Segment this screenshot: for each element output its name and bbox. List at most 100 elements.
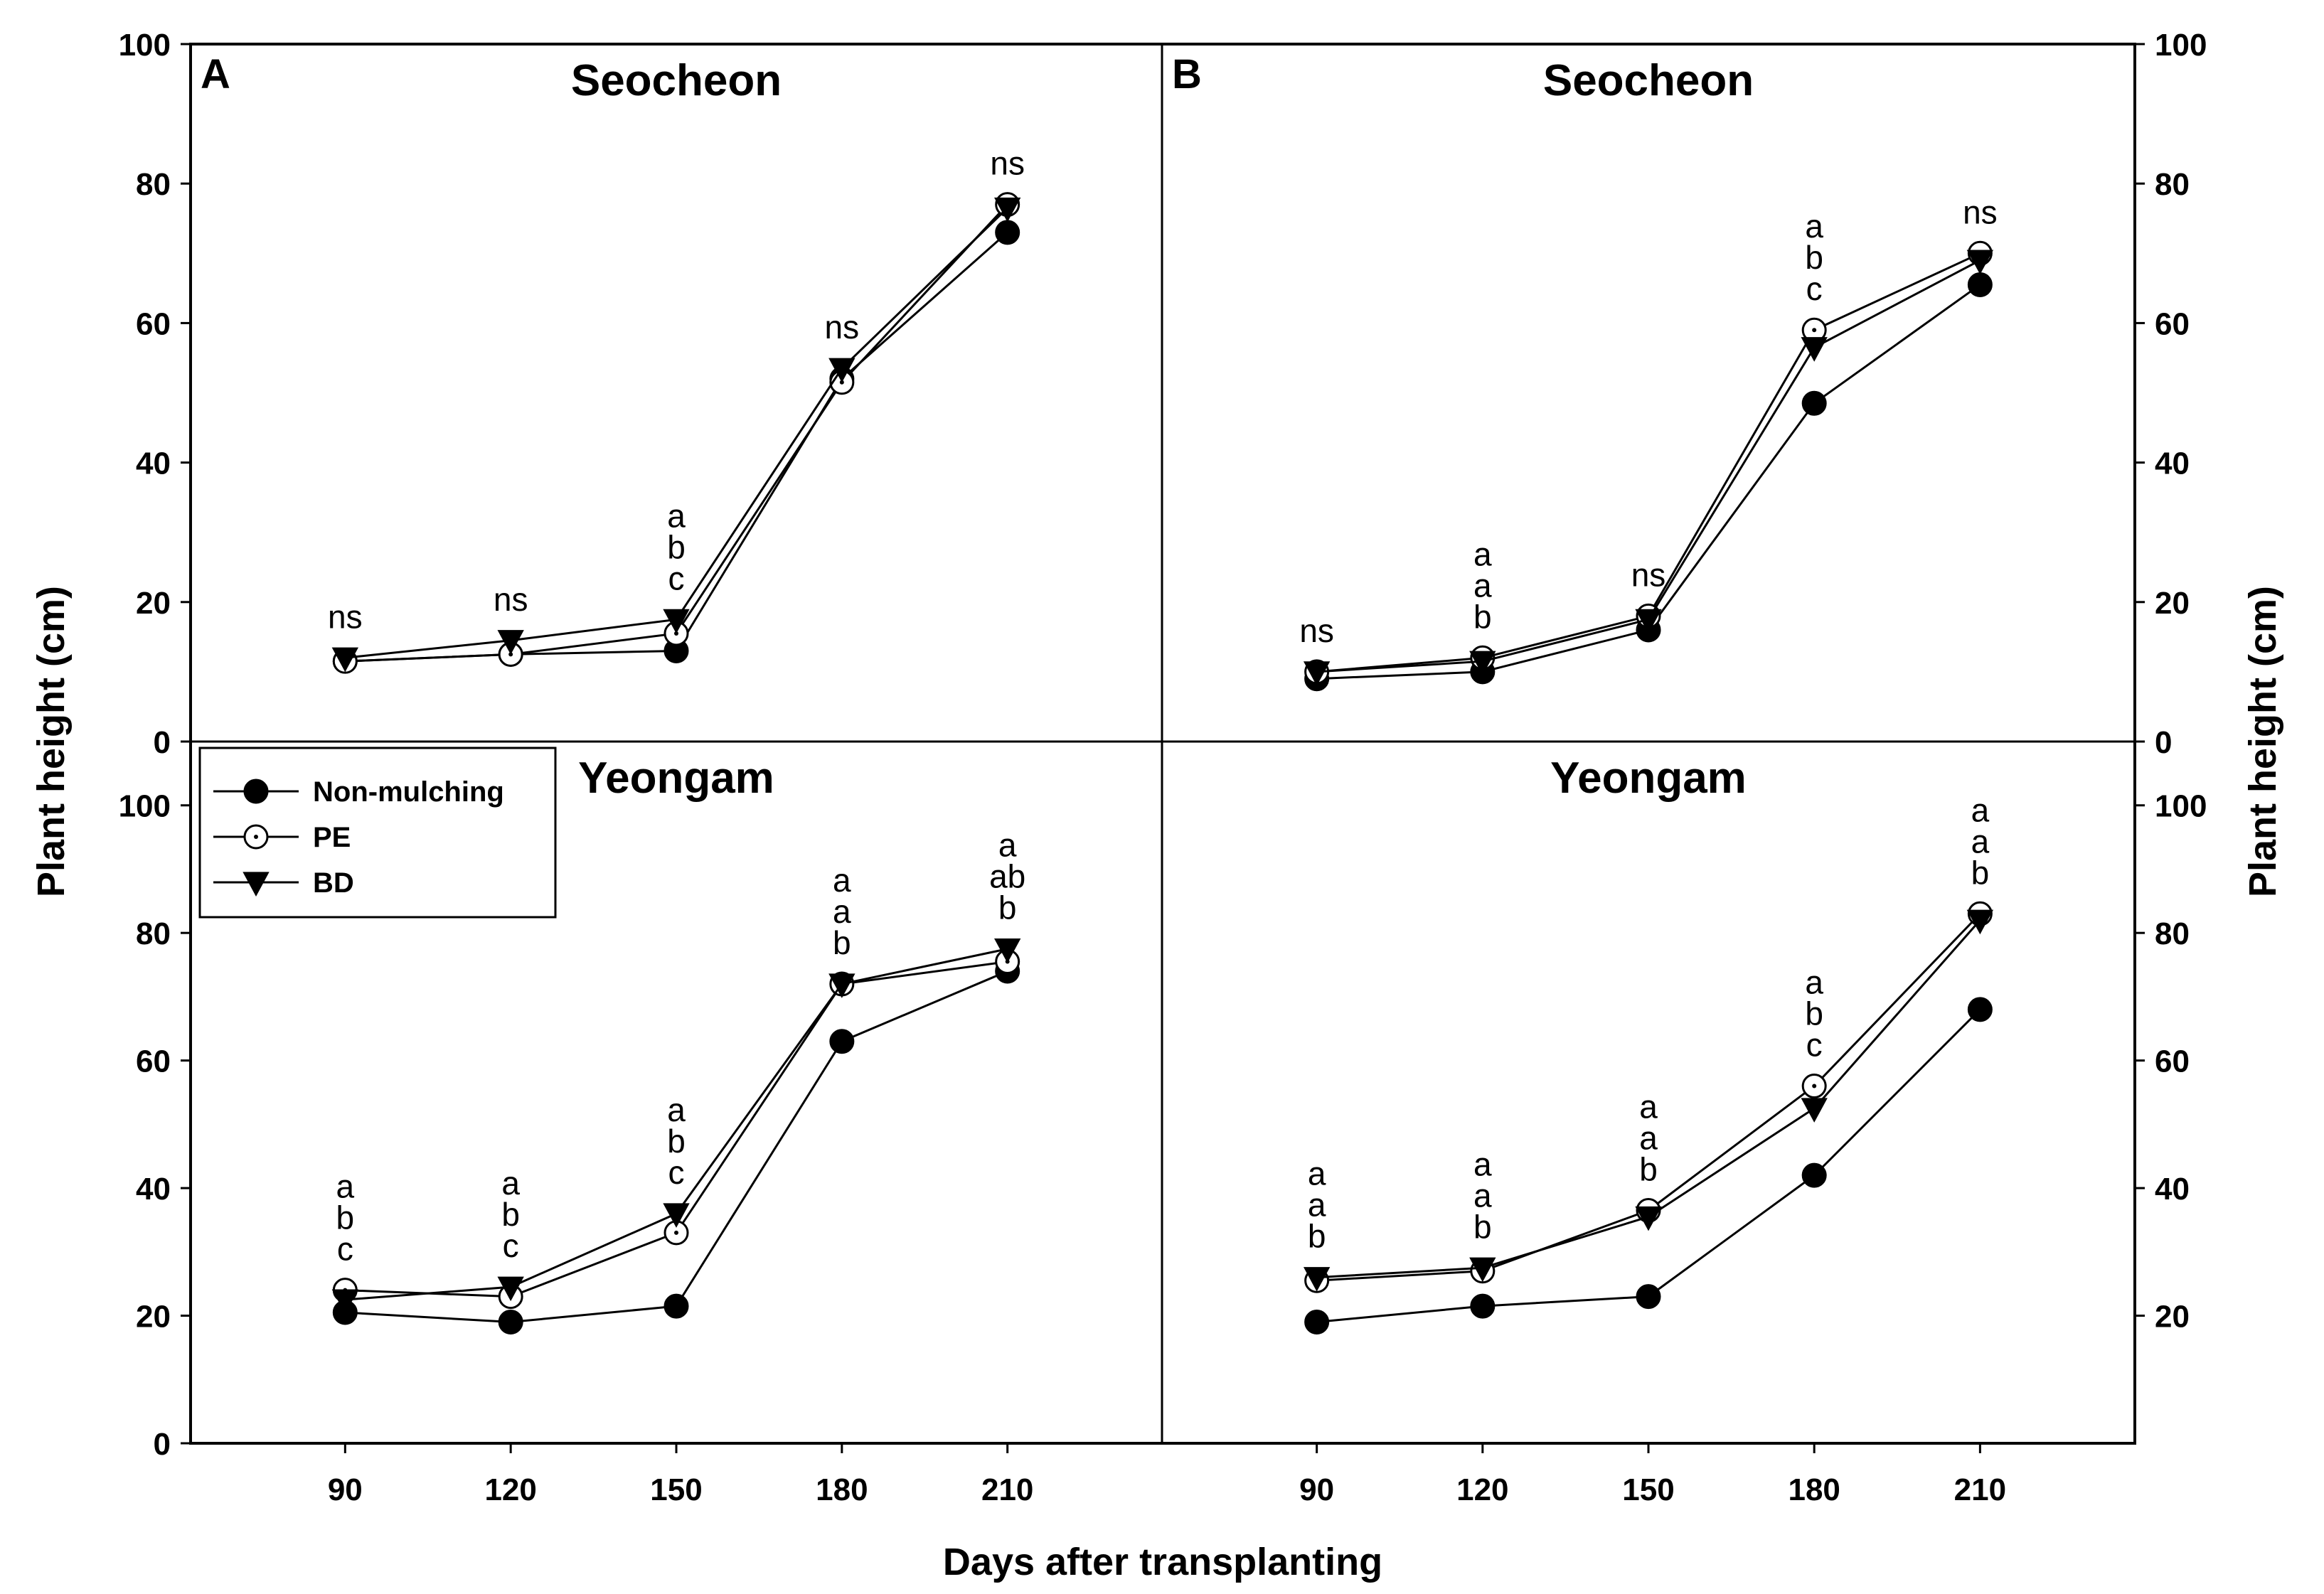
significance-label: b: [667, 528, 686, 565]
legend-item: BD: [213, 867, 354, 899]
x-axis-title: Days after transplanting: [943, 1541, 1382, 1583]
panel-title: Yeongam: [578, 754, 774, 803]
significance-label: b: [501, 1196, 520, 1233]
y-tick-label: 100: [2155, 789, 2207, 824]
significance-label: a: [1805, 208, 1823, 245]
significance-label: c: [1806, 270, 1823, 307]
significance-label: c: [337, 1231, 353, 1268]
significance-label: a: [833, 862, 851, 899]
marker-bd: [1801, 1098, 1828, 1123]
marker-bd: [497, 630, 524, 655]
panel-title: Yeongam: [1550, 754, 1747, 803]
legend-label: PE: [313, 822, 351, 853]
significance-label: a: [1308, 1187, 1326, 1224]
x-tick-label: 180: [816, 1472, 868, 1507]
y-tick-label: 0: [2155, 725, 2172, 760]
marker-bd: [663, 1203, 690, 1228]
series-bd: [331, 197, 1021, 673]
significance-label: a: [667, 1091, 686, 1128]
significance-label: a: [1971, 791, 1990, 828]
significance-label: b: [1473, 1208, 1492, 1245]
y-tick-label: 0: [154, 725, 171, 760]
significance-label: a: [998, 827, 1017, 864]
marker-pe-dot: [1812, 328, 1817, 333]
marker-non-mulching: [995, 220, 1020, 245]
significance-label: b: [336, 1199, 355, 1236]
marker-non-mulching: [1470, 1293, 1496, 1319]
significance-label: c: [503, 1227, 519, 1264]
marker-non-mulching: [1304, 1310, 1330, 1335]
y-tick-label: 40: [136, 1172, 171, 1207]
marker-pe-dot: [1812, 1084, 1817, 1088]
significance-label: c: [668, 560, 685, 597]
marker-bd: [1635, 609, 1662, 634]
marker-bd: [828, 973, 855, 998]
x-tick-label: 90: [328, 1472, 363, 1507]
panel-title: Seocheon: [1543, 56, 1754, 105]
panel-letter: A: [201, 51, 230, 97]
plot-frame: [189, 43, 2136, 1445]
significance-label: ns: [328, 598, 363, 635]
significance-label: ns: [825, 309, 860, 346]
marker-non-mulching: [1636, 1284, 1661, 1310]
significance-label: ns: [1299, 612, 1334, 649]
significance-label: b: [1308, 1218, 1326, 1255]
marker-non-mulching: [663, 1293, 689, 1319]
marker-bd: [994, 938, 1021, 963]
y-tick-label: 20: [2155, 1300, 2190, 1334]
x-tick-label: 150: [650, 1472, 702, 1507]
significance-label: b: [1473, 598, 1492, 635]
y-tick-label: 60: [136, 1044, 171, 1079]
significance-label: c: [668, 1154, 685, 1191]
y-tick-label: 100: [119, 789, 171, 824]
marker-non-mulching: [498, 1310, 523, 1335]
significance-label: b: [1639, 1150, 1658, 1187]
x-tick-label: 180: [1788, 1472, 1840, 1507]
y-tick-label: 0: [154, 1427, 171, 1462]
significance-label: ab: [989, 858, 1025, 895]
significance-label: b: [1805, 239, 1823, 276]
series-line: [345, 231, 1008, 663]
marker-bd: [994, 197, 1021, 223]
y-tick-label: 60: [2155, 1044, 2190, 1079]
significance-label: c: [1806, 1027, 1823, 1064]
significance-label: b: [833, 924, 851, 961]
significance-label: a: [1473, 535, 1492, 572]
marker-bd: [1966, 909, 1994, 935]
significance-label: a: [1639, 1088, 1658, 1125]
y-tick-label: 60: [2155, 306, 2190, 341]
significance-label: a: [336, 1168, 355, 1205]
marker-pe: [1801, 1074, 1827, 1099]
marker-bd: [1801, 337, 1828, 362]
significance-label: a: [501, 1165, 520, 1202]
series-pe: [332, 192, 1020, 674]
marker-bd: [1635, 1206, 1662, 1231]
legend-label: Non-mulching: [313, 776, 504, 808]
y-tick-label: 40: [2155, 1172, 2190, 1207]
series-bd: [331, 938, 1021, 1315]
y-tick-label: 80: [136, 167, 171, 202]
series-non-mulching: [1304, 997, 1993, 1335]
marker-non-mulching: [1801, 390, 1827, 416]
marker-bd: [1966, 250, 1994, 275]
marker-pe-dot: [674, 1230, 678, 1235]
marker-bd: [331, 647, 358, 673]
x-tick-label: 120: [484, 1472, 536, 1507]
marker-bd: [497, 1276, 524, 1302]
legend: Non-mulching PE BD: [198, 747, 557, 919]
y-tick-label: 20: [136, 586, 171, 621]
y-axis-title-right: Plant height (cm): [2242, 586, 2284, 897]
marker-bd: [828, 358, 855, 383]
marker-pe-dot: [254, 835, 258, 839]
marker-bd: [242, 872, 270, 897]
y-tick-label: 100: [119, 28, 171, 63]
y-tick-label: 80: [2155, 167, 2190, 202]
x-tick-label: 210: [981, 1472, 1033, 1507]
significance-label: a: [833, 893, 851, 930]
marker-non-mulching: [829, 1029, 855, 1054]
marker-bd: [1469, 651, 1496, 676]
